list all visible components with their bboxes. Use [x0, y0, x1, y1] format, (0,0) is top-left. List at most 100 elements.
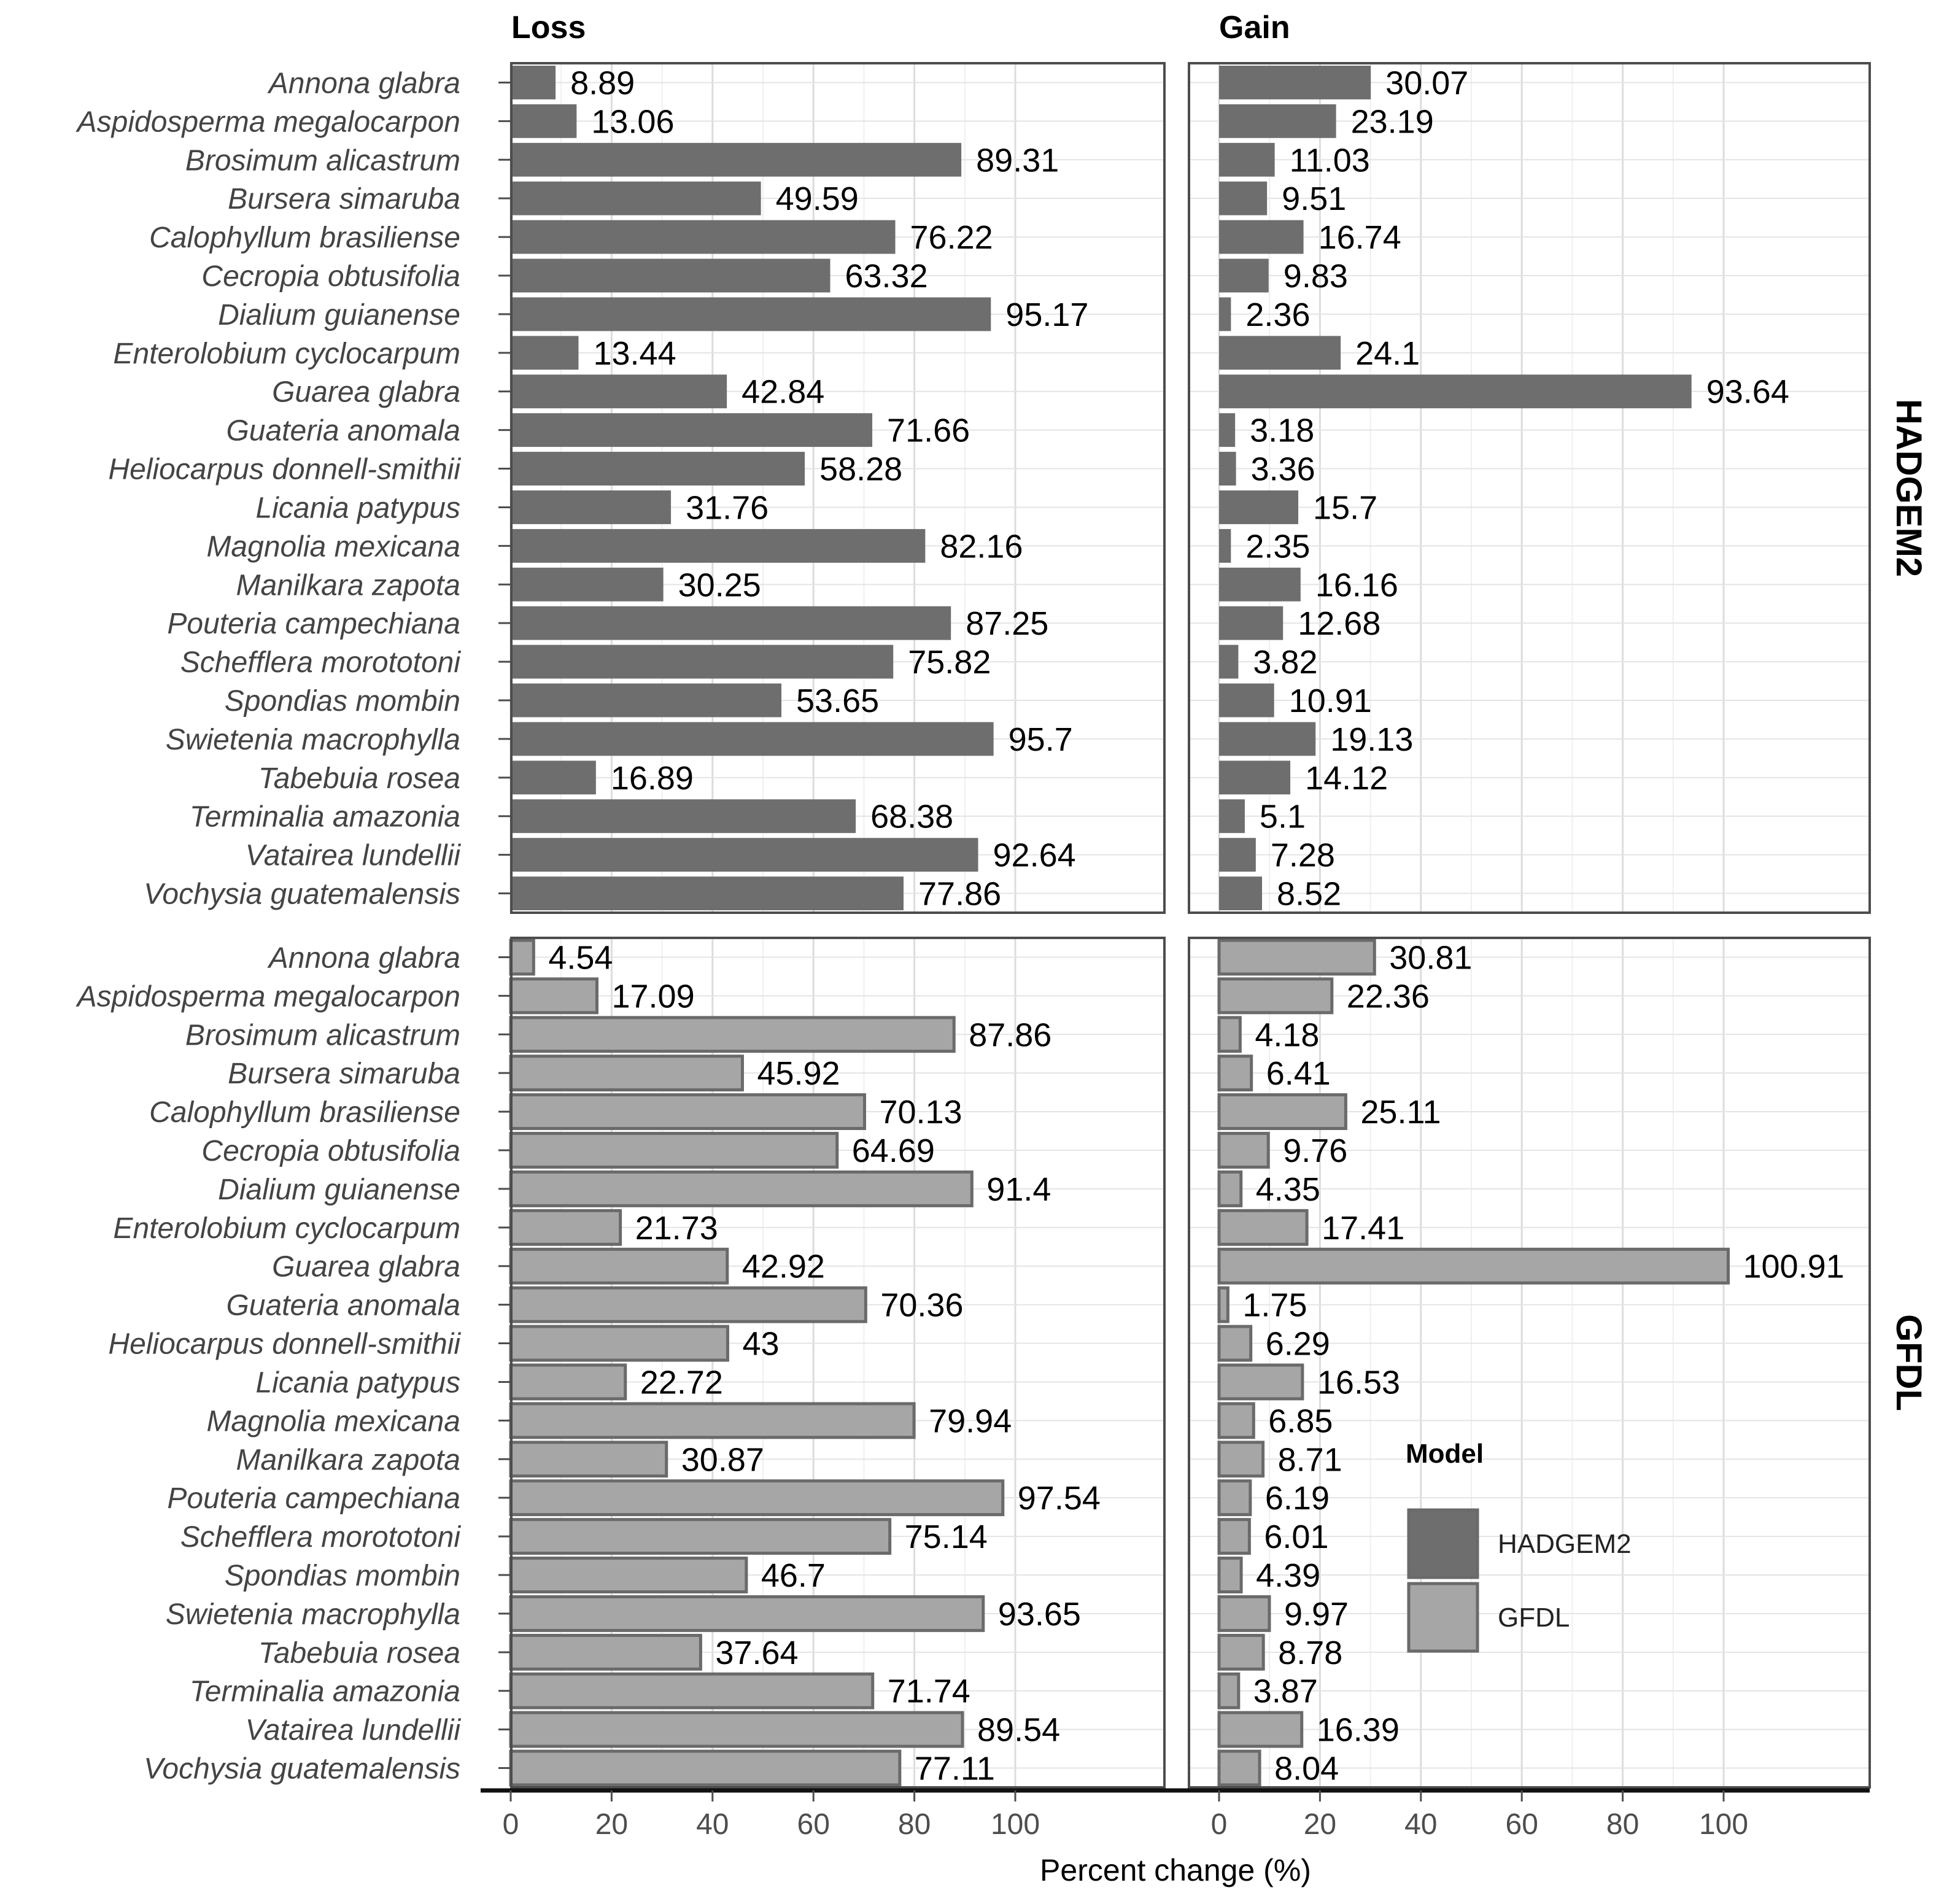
- legend-label-hadgem2: HADGEM2: [1498, 1529, 1632, 1559]
- value-label-hadgem2-gain-7: 24.1: [1355, 335, 1420, 372]
- species-label-gfdl-21: Vochysia guatemalensis: [144, 1753, 460, 1786]
- species-label-gfdl-7: Enterolobium cyclocarpum: [113, 1212, 460, 1245]
- value-label-gfdl-gain-18: 8.78: [1278, 1635, 1342, 1671]
- x-tick-label-loss-80: 80: [898, 1808, 931, 1841]
- bar-hadgem2-loss-15: [511, 644, 894, 679]
- value-label-gfdl-loss-17: 93.65: [998, 1596, 1081, 1633]
- bar-gfdl-gain-16: [1217, 1557, 1243, 1593]
- bar-gfdl-loss-17: [509, 1595, 985, 1632]
- legend-swatch-hadgem2: [1407, 1508, 1479, 1579]
- value-label-gfdl-loss-2: 87.86: [969, 1016, 1051, 1053]
- x-tick-label-loss-100: 100: [991, 1808, 1040, 1841]
- value-label-hadgem2-gain-15: 3.82: [1253, 644, 1317, 681]
- value-label-hadgem2-loss-6: 95.17: [1005, 296, 1088, 333]
- value-label-gfdl-gain-11: 16.53: [1317, 1364, 1400, 1401]
- bar-hadgem2-loss-11: [511, 490, 672, 524]
- bar-gfdl-gain-17: [1217, 1595, 1271, 1632]
- value-label-gfdl-loss-1: 17.09: [611, 978, 694, 1015]
- x-axis-title: Percent change (%): [1040, 1853, 1311, 1887]
- value-label-gfdl-gain-14: 6.19: [1265, 1480, 1330, 1517]
- species-label-gfdl-13: Manilkara zapota: [236, 1444, 460, 1476]
- bar-gfdl-gain-14: [1217, 1479, 1252, 1517]
- species-label-hadgem2-6: Dialium guianense: [218, 299, 460, 331]
- species-label-gfdl-8: Guarea glabra: [272, 1251, 460, 1283]
- bar-hadgem2-loss-8: [511, 374, 727, 409]
- value-label-hadgem2-gain-21: 8.52: [1277, 876, 1341, 913]
- value-label-hadgem2-loss-4: 76.22: [910, 219, 993, 256]
- species-label-hadgem2-14: Pouteria campechiana: [167, 608, 460, 640]
- bar-gfdl-gain-21: [1217, 1749, 1261, 1787]
- bar-hadgem2-loss-4: [511, 220, 896, 254]
- value-label-gfdl-gain-19: 3.87: [1253, 1673, 1318, 1710]
- species-label-hadgem2-21: Vochysia guatemalensis: [144, 878, 460, 911]
- bar-gfdl-loss-11: [509, 1363, 627, 1401]
- value-label-gfdl-loss-19: 71.74: [888, 1673, 970, 1710]
- value-label-gfdl-gain-17: 9.97: [1284, 1596, 1349, 1633]
- bar-hadgem2-loss-21: [511, 877, 904, 910]
- facet-title-hadgem2: HADGEM2: [1889, 399, 1929, 577]
- bar-gfdl-loss-8: [509, 1247, 729, 1285]
- bar-gfdl-gain-3: [1217, 1055, 1253, 1092]
- value-label-gfdl-gain-1: 22.36: [1347, 978, 1430, 1015]
- species-label-gfdl-12: Magnolia mexicana: [206, 1405, 460, 1438]
- value-label-gfdl-loss-14: 97.54: [1018, 1480, 1101, 1517]
- bar-hadgem2-gain-3: [1219, 181, 1268, 215]
- value-label-hadgem2-loss-15: 75.82: [908, 644, 991, 681]
- bar-gfdl-loss-20: [509, 1711, 964, 1748]
- species-label-hadgem2-10: Heliocarpus donnell-smithii: [108, 454, 461, 486]
- value-label-hadgem2-loss-1: 13.06: [591, 103, 674, 140]
- value-label-hadgem2-loss-19: 68.38: [870, 799, 953, 835]
- value-label-gfdl-gain-8: 100.91: [1743, 1248, 1844, 1285]
- value-label-gfdl-loss-11: 22.72: [640, 1364, 723, 1401]
- value-label-hadgem2-loss-0: 8.89: [570, 64, 635, 101]
- value-label-gfdl-gain-20: 16.39: [1317, 1712, 1400, 1749]
- bar-hadgem2-loss-7: [511, 336, 579, 370]
- value-label-hadgem2-loss-3: 49.59: [776, 180, 859, 217]
- bar-hadgem2-gain-10: [1219, 452, 1236, 486]
- value-label-hadgem2-gain-18: 14.12: [1305, 760, 1388, 797]
- bar-gfdl-gain-10: [1217, 1325, 1253, 1362]
- bar-gfdl-gain-6: [1217, 1170, 1243, 1207]
- x-tick-label-gain-100: 100: [1699, 1808, 1748, 1841]
- species-label-gfdl-9: Guateria anomala: [226, 1290, 460, 1322]
- value-label-gfdl-gain-12: 6.85: [1268, 1403, 1333, 1439]
- bar-hadgem2-gain-2: [1219, 142, 1275, 177]
- bar-gfdl-gain-8: [1217, 1247, 1730, 1285]
- bar-hadgem2-gain-14: [1219, 606, 1284, 640]
- x-tick-label-loss-20: 20: [595, 1808, 628, 1841]
- value-label-hadgem2-gain-13: 16.16: [1315, 567, 1398, 603]
- value-label-hadgem2-gain-8: 93.64: [1706, 374, 1789, 411]
- bar-hadgem2-loss-1: [511, 104, 577, 138]
- species-label-hadgem2-12: Magnolia mexicana: [206, 530, 460, 563]
- species-label-gfdl-3: Bursera simaruba: [228, 1058, 460, 1090]
- species-label-hadgem2-5: Cecropia obtusifolia: [201, 260, 460, 293]
- value-label-hadgem2-gain-3: 9.51: [1282, 180, 1346, 217]
- value-label-hadgem2-gain-0: 30.07: [1385, 64, 1468, 101]
- value-label-hadgem2-gain-1: 23.19: [1351, 103, 1434, 140]
- value-label-gfdl-gain-16: 4.39: [1256, 1557, 1320, 1594]
- value-label-gfdl-gain-2: 4.18: [1255, 1016, 1319, 1053]
- bar-hadgem2-gain-19: [1219, 799, 1245, 834]
- bar-gfdl-gain-2: [1217, 1016, 1242, 1053]
- x-tick-label-gain-0: 0: [1211, 1808, 1228, 1841]
- species-label-gfdl-15: Schefflera morototoni: [180, 1521, 462, 1554]
- bar-hadgem2-gain-18: [1219, 760, 1291, 795]
- bar-gfdl-gain-5: [1217, 1132, 1270, 1169]
- bar-gfdl-loss-3: [509, 1055, 744, 1092]
- bar-gfdl-loss-14: [509, 1479, 1005, 1517]
- value-label-hadgem2-gain-6: 2.36: [1245, 296, 1310, 333]
- species-label-hadgem2-17: Swietenia macrophylla: [166, 724, 460, 756]
- bar-hadgem2-loss-10: [511, 452, 805, 486]
- bar-hadgem2-loss-16: [511, 683, 782, 718]
- bar-hadgem2-gain-6: [1219, 297, 1231, 331]
- value-label-gfdl-loss-6: 91.4: [986, 1171, 1051, 1208]
- value-label-hadgem2-loss-10: 58.28: [819, 451, 902, 488]
- value-label-hadgem2-loss-18: 16.89: [611, 760, 694, 797]
- value-label-gfdl-loss-18: 37.64: [715, 1635, 798, 1671]
- bar-hadgem2-gain-4: [1219, 220, 1304, 254]
- bar-hadgem2-gain-8: [1219, 374, 1692, 409]
- bar-hadgem2-gain-5: [1219, 258, 1269, 293]
- species-label-hadgem2-2: Brosimum alicastrum: [185, 144, 460, 177]
- species-label-hadgem2-15: Schefflera morototoni: [180, 646, 462, 679]
